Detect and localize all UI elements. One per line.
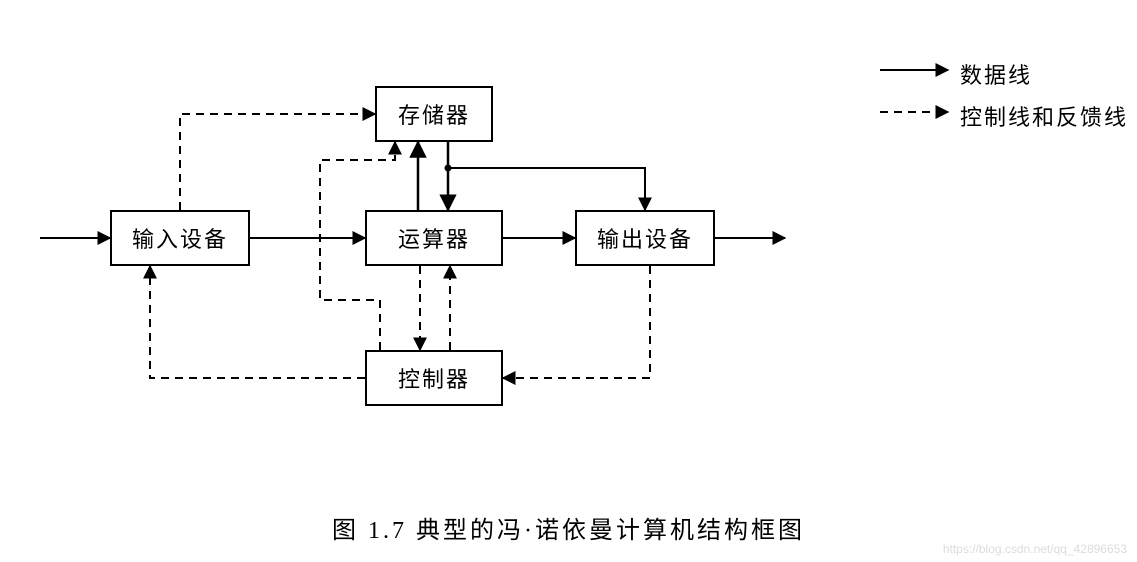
node-controller: 控制器 bbox=[365, 350, 503, 406]
figure-caption: 图 1.7 典型的冯·诺依曼计算机结构框图 bbox=[0, 510, 1137, 545]
watermark: https://blog.csdn.net/qq_42896653 bbox=[943, 542, 1127, 556]
node-input: 输入设备 bbox=[110, 210, 250, 266]
watermark-text: https://blog.csdn.net/qq_42896653 bbox=[943, 542, 1127, 556]
node-memory-label: 存储器 bbox=[398, 98, 470, 130]
node-controller-label: 控制器 bbox=[398, 362, 470, 394]
legend-control-line: 控制线和反馈线 bbox=[960, 100, 1128, 132]
figure-caption-text: 图 1.7 典型的冯·诺依曼计算机结构框图 bbox=[332, 518, 805, 544]
node-output-label: 输出设备 bbox=[597, 222, 693, 254]
node-input-label: 输入设备 bbox=[132, 222, 228, 254]
legend-data-line: 数据线 bbox=[960, 58, 1032, 90]
node-memory: 存储器 bbox=[375, 86, 493, 142]
von-neumann-diagram: 输入设备 存储器 运算器 输出设备 控制器 bbox=[0, 0, 1137, 562]
node-alu: 运算器 bbox=[365, 210, 503, 266]
legend-data-line-label: 数据线 bbox=[960, 63, 1032, 88]
node-alu-label: 运算器 bbox=[398, 222, 470, 254]
node-output: 输出设备 bbox=[575, 210, 715, 266]
legend-control-line-label: 控制线和反馈线 bbox=[960, 105, 1128, 130]
